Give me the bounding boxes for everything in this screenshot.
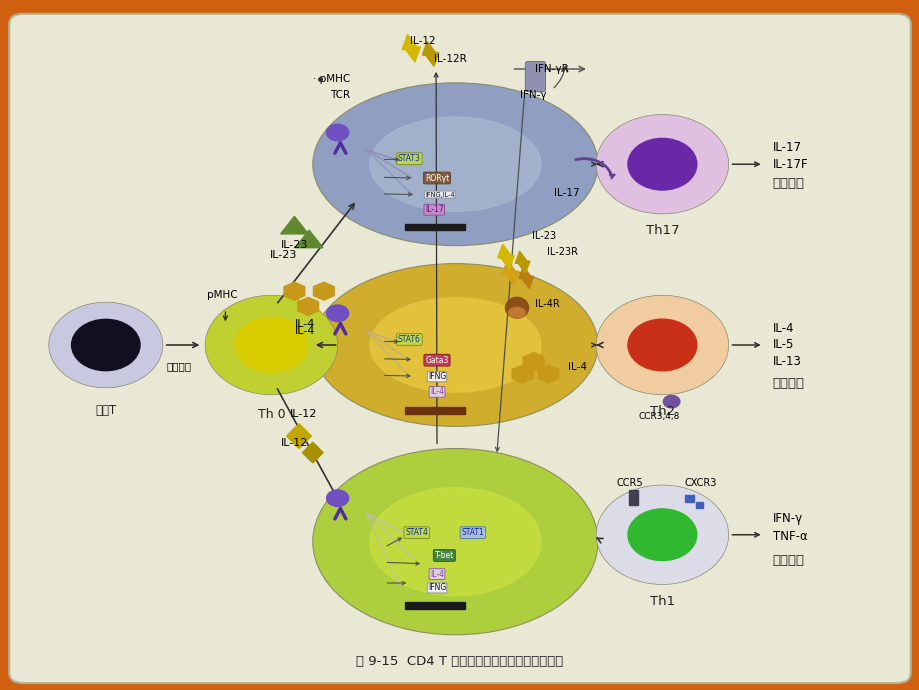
Text: Th 0: Th 0	[257, 408, 285, 422]
Polygon shape	[422, 41, 438, 66]
Text: IL-12: IL-12	[410, 37, 436, 46]
Text: Th2: Th2	[649, 405, 675, 418]
Bar	[404, 602, 464, 609]
Circle shape	[596, 115, 728, 214]
Text: · pMHC: · pMHC	[312, 75, 349, 84]
Polygon shape	[298, 297, 318, 315]
Text: CCR5: CCR5	[617, 478, 642, 488]
Text: IL-12R: IL-12R	[434, 54, 467, 63]
Bar	[404, 407, 464, 414]
Circle shape	[326, 124, 348, 141]
Text: CXCR3: CXCR3	[684, 478, 717, 488]
Ellipse shape	[312, 83, 597, 246]
Circle shape	[663, 395, 679, 408]
Circle shape	[628, 509, 696, 560]
Text: IL-4: IL-4	[429, 387, 444, 397]
Circle shape	[72, 319, 140, 371]
Polygon shape	[402, 34, 420, 62]
Polygon shape	[287, 424, 311, 448]
Ellipse shape	[369, 298, 540, 392]
Polygon shape	[302, 442, 323, 463]
Text: IL-17: IL-17	[425, 205, 443, 215]
Text: IL-4: IL-4	[772, 322, 793, 335]
Text: IL-4: IL-4	[568, 362, 586, 372]
Text: IFN-γ: IFN-γ	[772, 513, 802, 525]
Text: IL-23R: IL-23R	[547, 247, 578, 257]
Text: IL-12: IL-12	[289, 409, 317, 419]
Text: IL-23: IL-23	[531, 231, 555, 241]
Text: 体液免疫: 体液免疫	[772, 377, 804, 390]
Ellipse shape	[312, 448, 597, 635]
Text: IL-5: IL-5	[772, 339, 793, 351]
Text: IL-4R: IL-4R	[535, 299, 560, 308]
Text: IFNG,IL-4: IFNG,IL-4	[425, 192, 454, 197]
Text: IL-13: IL-13	[772, 355, 800, 368]
Circle shape	[628, 139, 696, 190]
Text: IFNG: IFNG	[427, 372, 446, 382]
Text: STAT6: STAT6	[398, 335, 420, 344]
Text: RORγt: RORγt	[425, 173, 448, 183]
Circle shape	[234, 317, 308, 373]
Text: IFN-γ: IFN-γ	[520, 90, 546, 100]
Text: TNF-α: TNF-α	[772, 531, 807, 543]
Text: IFNG: IFNG	[427, 583, 446, 593]
Ellipse shape	[505, 297, 528, 318]
Ellipse shape	[369, 117, 540, 211]
Circle shape	[326, 490, 348, 506]
Text: IL-23: IL-23	[269, 250, 297, 260]
Polygon shape	[538, 365, 558, 383]
Text: TCR: TCR	[330, 90, 350, 100]
Text: pMHC: pMHC	[207, 290, 238, 300]
Polygon shape	[313, 282, 334, 300]
Text: Gata3: Gata3	[425, 355, 448, 365]
Circle shape	[596, 295, 728, 395]
Polygon shape	[497, 244, 514, 269]
Polygon shape	[512, 365, 532, 383]
Text: IL-17: IL-17	[553, 188, 579, 198]
Polygon shape	[280, 217, 308, 234]
Ellipse shape	[508, 308, 525, 317]
Text: STAT1: STAT1	[461, 528, 483, 538]
Text: IL-17F: IL-17F	[772, 158, 808, 170]
Text: T-bet: T-bet	[435, 551, 453, 560]
Polygon shape	[295, 230, 323, 248]
Bar	[404, 224, 464, 230]
Text: Th17: Th17	[645, 224, 678, 237]
Text: 细胞免疫: 细胞免疫	[772, 554, 804, 566]
Text: IFN-γR: IFN-γR	[535, 64, 568, 74]
Text: 图 9-15  CD4 T 细胞功能性亚群的分化及其特征: 图 9-15 CD4 T 细胞功能性亚群的分化及其特征	[356, 655, 563, 667]
Polygon shape	[284, 282, 304, 300]
Polygon shape	[502, 260, 518, 285]
Polygon shape	[523, 353, 543, 371]
Circle shape	[49, 302, 163, 388]
Ellipse shape	[312, 264, 597, 426]
Text: 炎症反应: 炎症反应	[772, 177, 804, 190]
Text: IL-23: IL-23	[280, 240, 308, 250]
Text: IL-4: IL-4	[429, 569, 444, 579]
Circle shape	[205, 295, 337, 395]
FancyBboxPatch shape	[9, 14, 910, 683]
Text: IL-17: IL-17	[772, 141, 801, 154]
Text: IL-4: IL-4	[295, 319, 315, 329]
Bar	[685, 495, 693, 502]
Text: 协同刺激: 协同刺激	[166, 361, 192, 371]
Text: IL-12: IL-12	[280, 438, 308, 448]
FancyBboxPatch shape	[525, 61, 545, 92]
Text: IL-4: IL-4	[295, 326, 315, 336]
Circle shape	[326, 305, 348, 322]
Bar	[695, 502, 702, 508]
Text: Th1: Th1	[649, 595, 675, 608]
Circle shape	[596, 485, 728, 584]
Text: STAT4: STAT4	[405, 528, 427, 538]
Polygon shape	[518, 266, 533, 288]
Bar	[629, 490, 638, 505]
Text: 初始T: 初始T	[95, 404, 117, 417]
Ellipse shape	[369, 488, 540, 595]
Text: CCR3,4,8: CCR3,4,8	[638, 412, 678, 422]
Text: STAT3: STAT3	[398, 154, 420, 164]
Circle shape	[628, 319, 696, 371]
Polygon shape	[515, 251, 529, 273]
